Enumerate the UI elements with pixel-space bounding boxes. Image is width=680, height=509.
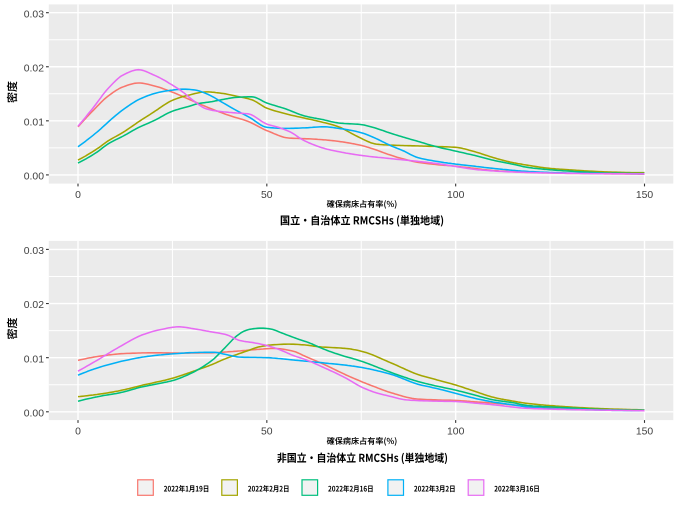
svg-text:50: 50 — [261, 427, 273, 438]
svg-text:0.01: 0.01 — [24, 118, 44, 129]
svg-text:0: 0 — [75, 190, 81, 201]
svg-text:100: 100 — [447, 427, 465, 438]
svg-text:0.02: 0.02 — [24, 64, 44, 75]
svg-text:0.00: 0.00 — [24, 172, 44, 183]
svg-text:0.02: 0.02 — [24, 300, 44, 311]
svg-text:0.03: 0.03 — [24, 246, 44, 257]
svg-text:150: 150 — [636, 190, 654, 201]
svg-text:0.03: 0.03 — [24, 9, 44, 20]
svg-text:150: 150 — [636, 427, 654, 438]
svg-text:0: 0 — [75, 427, 81, 438]
svg-text:100: 100 — [447, 190, 465, 201]
svg-text:0.00: 0.00 — [24, 409, 44, 420]
svg-text:0.01: 0.01 — [24, 354, 44, 365]
svg-text:50: 50 — [261, 190, 273, 201]
